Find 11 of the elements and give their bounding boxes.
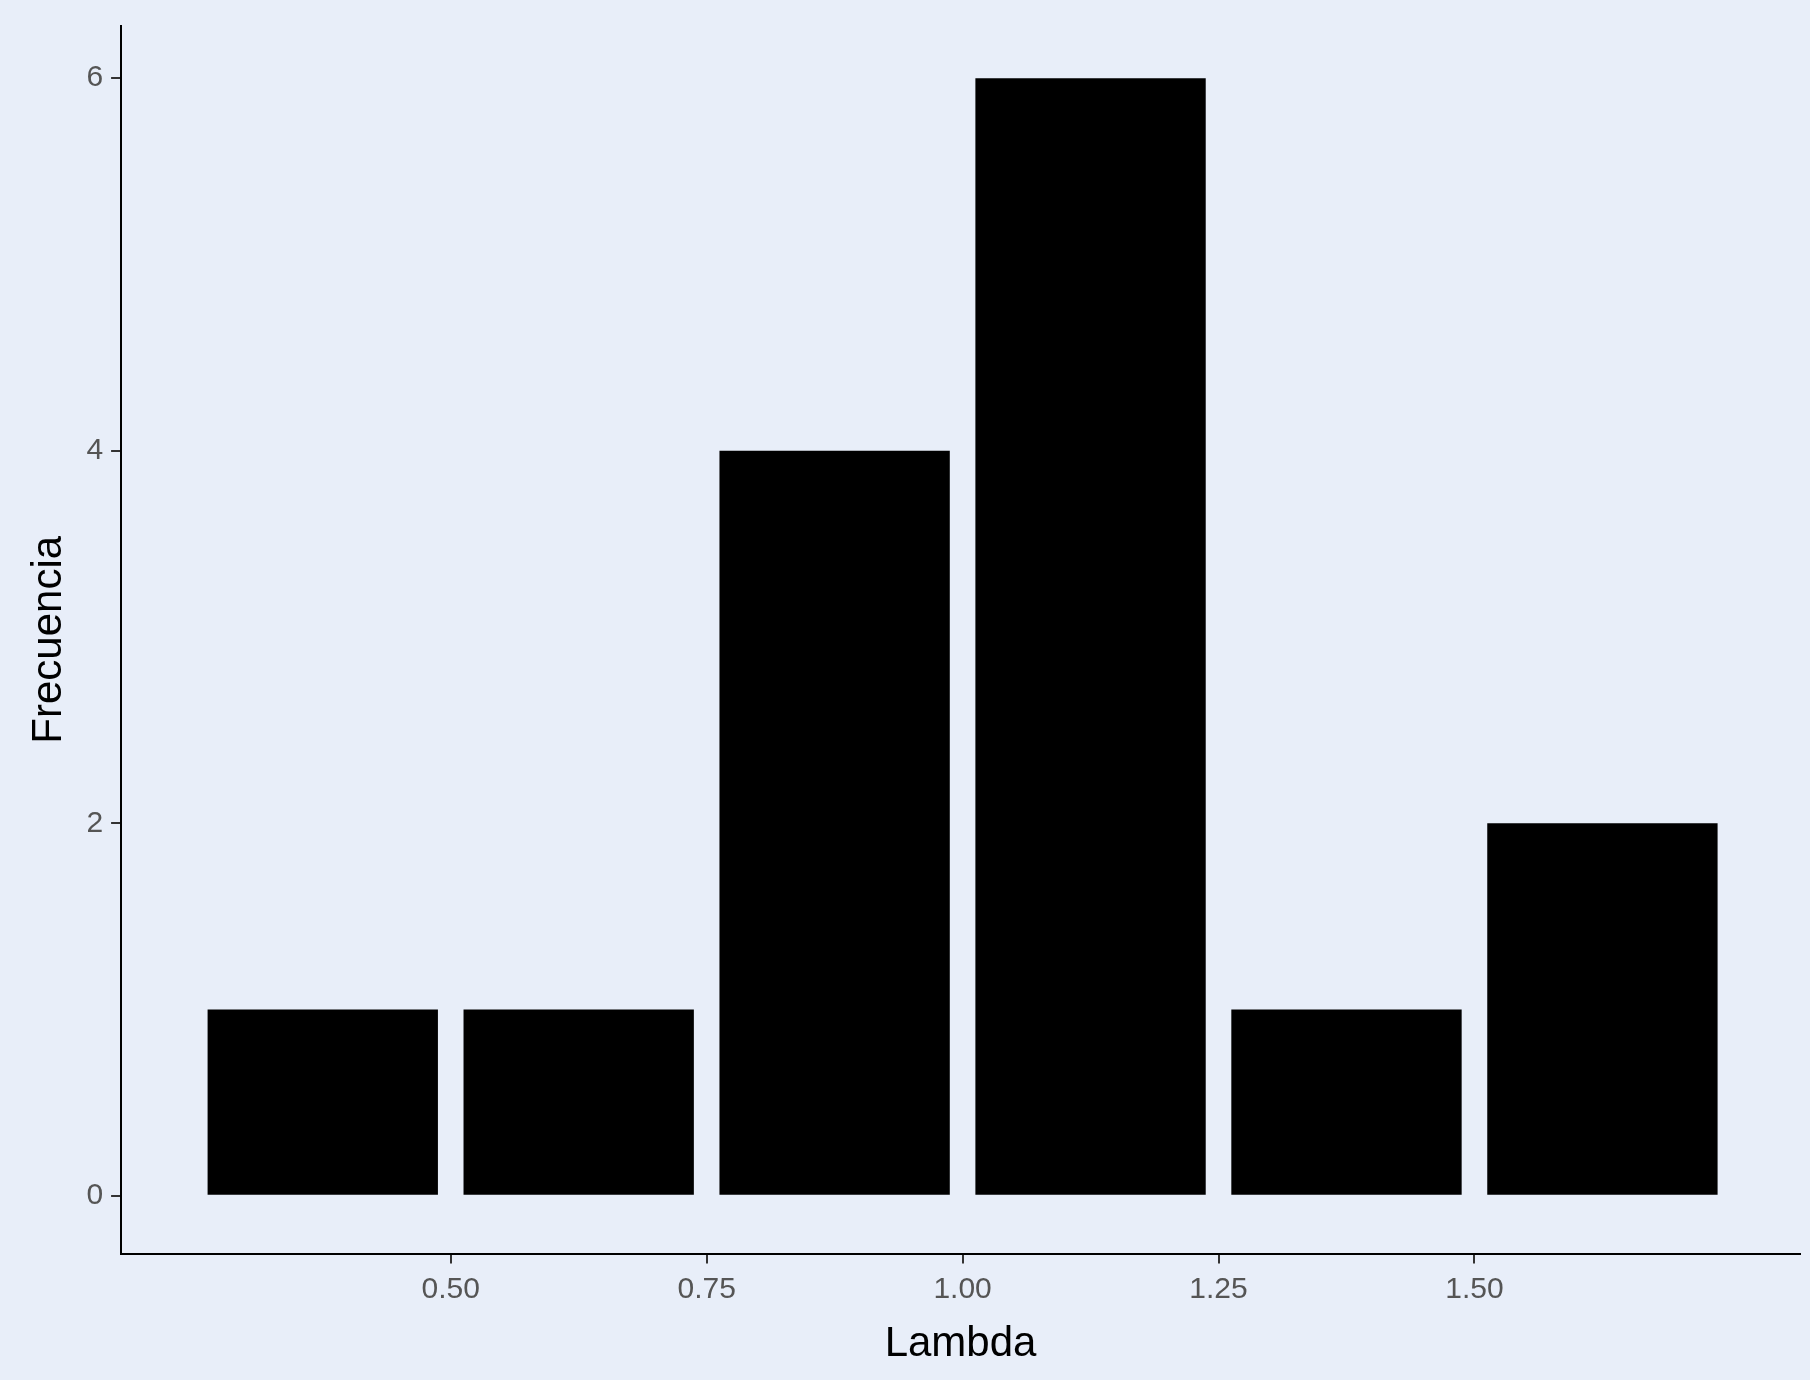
y-tick-label: 6 (86, 59, 104, 93)
y-tick-label: 0 (86, 1177, 104, 1211)
x-tick-label: 1.25 (1189, 1270, 1248, 1304)
y-axis-title: Frecuencia (22, 535, 70, 744)
x-tick-label: 0.75 (677, 1270, 736, 1304)
x-tick-label: 0.50 (421, 1270, 480, 1304)
x-axis-title: Lambda (884, 1318, 1038, 1366)
x-tick-label: 1.50 (1445, 1270, 1504, 1304)
y-tick-label: 2 (86, 804, 104, 838)
y-tick-label: 4 (86, 431, 104, 465)
x-tick-label: 1.00 (933, 1270, 992, 1304)
